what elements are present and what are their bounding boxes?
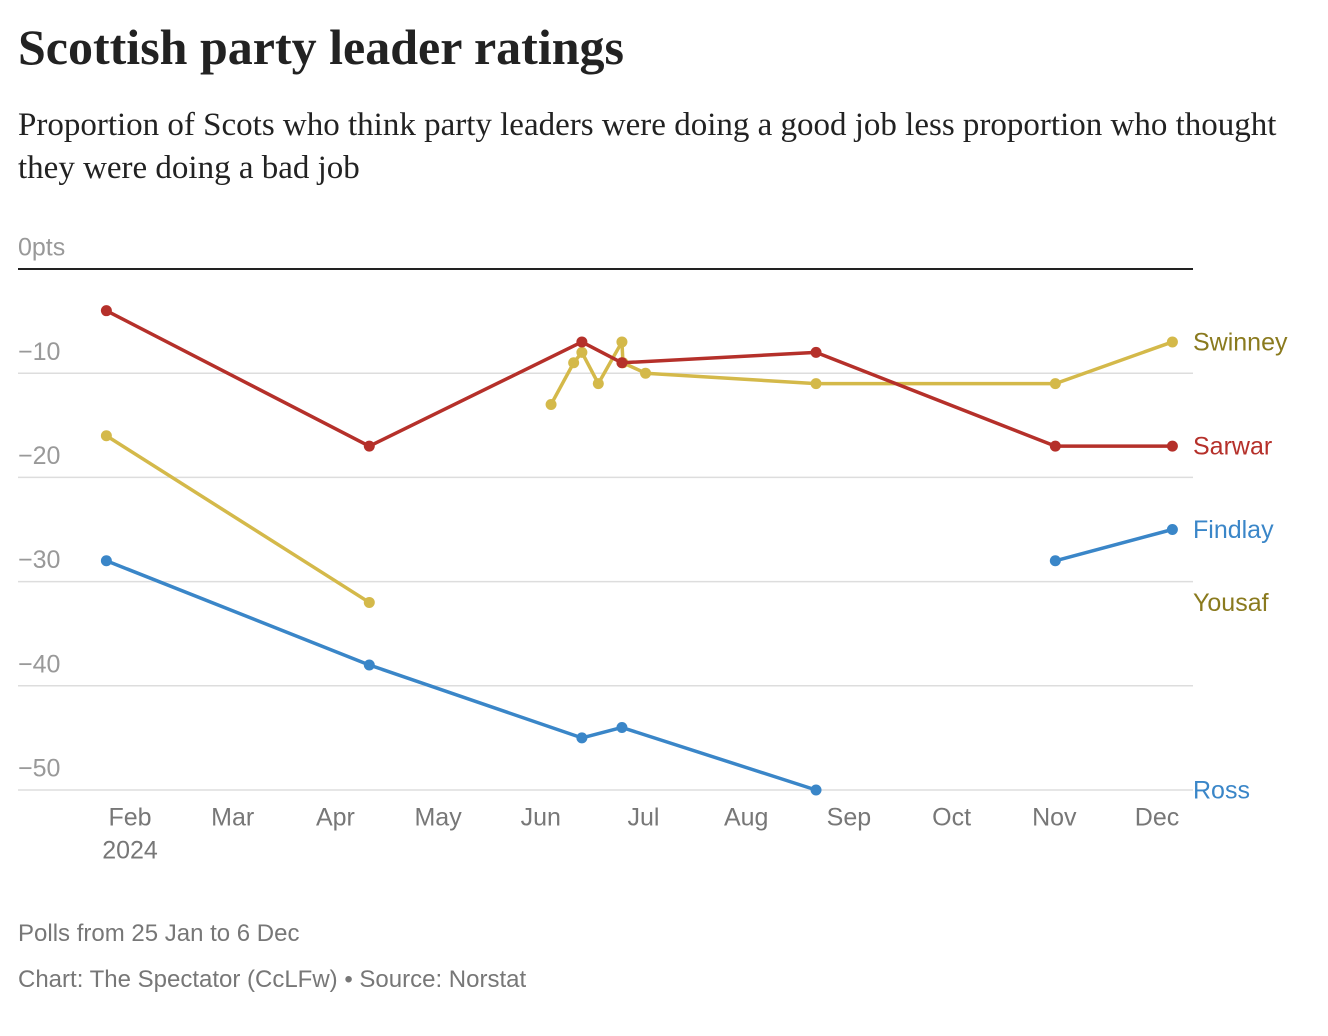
series-label: Swinney bbox=[1193, 329, 1288, 357]
note: Polls from 25 Jan to 6 Dec bbox=[18, 920, 300, 947]
series-line bbox=[105, 434, 371, 604]
series-label: Ross bbox=[1193, 777, 1250, 805]
x-tick-label: Feb bbox=[108, 804, 151, 832]
data-point bbox=[568, 357, 580, 369]
series-line bbox=[105, 559, 817, 792]
y-tick-label: −30 bbox=[18, 546, 60, 574]
data-point bbox=[616, 721, 628, 733]
chart-title: Scottish party leader ratings bbox=[18, 19, 624, 75]
series-line bbox=[105, 309, 1173, 448]
data-point bbox=[1049, 555, 1061, 567]
data-point bbox=[810, 784, 822, 796]
chart: 0pts −10 −20 −30 −40 −50 Feb Mar Apr May Jun Jul Aug… bbox=[18, 234, 1288, 865]
data-point bbox=[545, 398, 557, 410]
data-point bbox=[1049, 378, 1061, 390]
data-point bbox=[363, 596, 375, 608]
y-tick-label: −50 bbox=[18, 755, 60, 783]
note: Chart: The Spectator (CcLFw) • Source: N… bbox=[18, 966, 527, 993]
data-point bbox=[576, 336, 588, 348]
series-line bbox=[1054, 527, 1173, 563]
y-tick-label: −40 bbox=[18, 650, 60, 678]
data-point bbox=[363, 440, 375, 452]
data-point bbox=[640, 367, 652, 379]
data-point bbox=[1166, 440, 1178, 452]
data-point bbox=[1166, 336, 1178, 348]
chart-subtitle: Proportion of Scots who think party lead… bbox=[18, 107, 1277, 186]
data-point bbox=[592, 378, 604, 390]
y-tick-label: −10 bbox=[18, 338, 60, 366]
x-tick-label: Apr bbox=[316, 804, 355, 832]
data-point bbox=[616, 336, 628, 348]
x-tick-label: Jul bbox=[628, 804, 660, 832]
data-point bbox=[616, 357, 628, 369]
data-point bbox=[100, 555, 112, 567]
y-tick-label: 0pts bbox=[18, 234, 65, 262]
series-line bbox=[549, 340, 1173, 406]
x-tick-label: Jun bbox=[521, 804, 561, 832]
x-year-label: 2024 bbox=[102, 837, 158, 865]
data-point bbox=[810, 346, 822, 358]
x-tick-label: Aug bbox=[724, 804, 768, 832]
data-point bbox=[100, 430, 112, 442]
data-point bbox=[363, 659, 375, 671]
x-tick-label: Mar bbox=[211, 804, 254, 832]
x-tick-label: May bbox=[414, 804, 462, 832]
x-tick-label: Dec bbox=[1135, 804, 1179, 832]
x-tick-label: Nov bbox=[1032, 804, 1077, 832]
data-point bbox=[1049, 440, 1061, 452]
x-tick-label: Sep bbox=[827, 804, 871, 832]
x-tick-label: Oct bbox=[932, 804, 971, 832]
data-point bbox=[810, 378, 822, 390]
data-point bbox=[576, 732, 588, 744]
series-label: Sarwar bbox=[1193, 433, 1272, 461]
series-label: Findlay bbox=[1193, 516, 1274, 544]
series-label: Yousaf bbox=[1193, 589, 1269, 617]
data-point bbox=[1166, 524, 1178, 535]
y-tick-label: −20 bbox=[18, 442, 60, 470]
data-point bbox=[100, 305, 112, 317]
data-point bbox=[576, 346, 588, 358]
